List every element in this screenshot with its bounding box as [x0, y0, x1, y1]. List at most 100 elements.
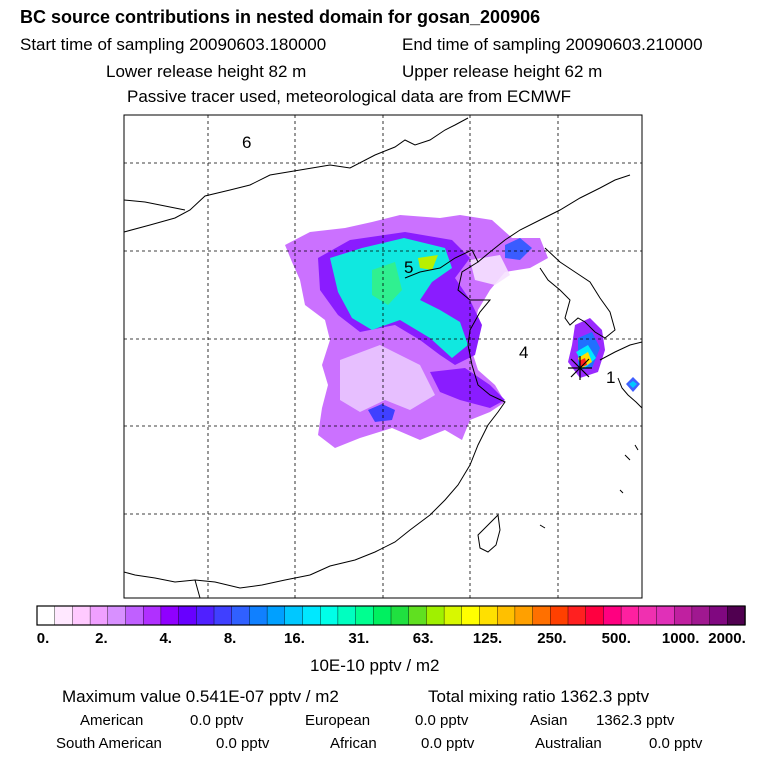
border-korea	[477, 174, 631, 263]
colorbar-tick-label: 4.	[159, 630, 172, 647]
region-value-european: 0.0 pptv	[415, 712, 469, 729]
colorbar-swatch	[585, 605, 605, 626]
colorbar-swatch	[603, 605, 622, 626]
colorbar-tick-label: 2000.	[708, 630, 746, 647]
region-value-african: 0.0 pptv	[421, 735, 475, 752]
end-time-label: End time of sampling 20090603.210000	[402, 35, 703, 54]
start-time-label: Start time of sampling 20090603.180000	[20, 35, 327, 54]
coast-bohai	[404, 249, 492, 346]
region-value-asian: 1362.3 pptv	[596, 712, 675, 729]
colorbar-swatch	[620, 605, 640, 626]
plume-violet-south	[430, 368, 505, 408]
coast-taiwan	[477, 513, 501, 553]
region-value-australian: 0.0 pptv	[649, 735, 703, 752]
border-north	[123, 117, 469, 233]
plume-yellowgreen	[418, 255, 438, 270]
coast-japan	[599, 341, 643, 361]
receptor-star-icon	[568, 356, 592, 380]
colorbar	[36, 605, 746, 626]
colorbar-swatch	[266, 605, 286, 626]
coast-islands	[539, 444, 639, 529]
colorbar-outline	[36, 605, 746, 626]
plume-japan-blob-inner	[629, 381, 637, 388]
colorbar-swatch	[302, 605, 321, 626]
colorbar-tick-label: 8.	[223, 630, 237, 647]
colorbar-swatch	[142, 605, 162, 626]
colorbar-tick-label: 250.	[537, 630, 567, 647]
colorbar-swatch	[337, 605, 357, 626]
colorbar-swatch	[709, 605, 728, 626]
total-mixing-ratio-label: Total mixing ratio 1362.3 pptv	[428, 687, 650, 706]
region-name-asian: Asian	[530, 712, 568, 729]
colorbar-swatch	[479, 605, 498, 626]
colorbar-tick-label: 0.	[36, 630, 50, 647]
chart-title: BC source contributions in nested domain…	[20, 7, 541, 27]
region-value-american: 0.0 pptv	[190, 712, 244, 729]
plume-light	[340, 345, 435, 412]
colorbar-swatch	[284, 605, 304, 626]
region-label-5: 5	[404, 258, 413, 277]
grid-lines	[124, 115, 642, 598]
region-label-1: 1	[606, 368, 615, 387]
colorbar-swatch	[213, 605, 233, 626]
colorbar-swatch	[674, 605, 693, 626]
border-west	[123, 199, 186, 211]
region-label-4: 4	[519, 343, 528, 362]
colorbar-swatch	[36, 605, 56, 626]
colorbar-swatch	[691, 605, 711, 626]
colorbar-swatch	[443, 605, 463, 626]
region-name-european: European	[305, 712, 371, 729]
colorbar-swatch	[514, 605, 534, 626]
colorbar-swatch	[727, 605, 746, 626]
colorbar-swatch	[178, 605, 198, 626]
colorbar-swatch	[567, 605, 587, 626]
colorbar-swatch	[89, 605, 109, 626]
colorbar-swatch	[461, 605, 481, 626]
colorbar-tick-label: 1000.	[661, 630, 700, 647]
colorbar-unit: 10E-10 pptv / m2	[310, 656, 440, 675]
colorbar-swatch	[125, 605, 144, 626]
region-label-6: 6	[242, 133, 251, 152]
upper-release-label: Upper release height 62 m	[402, 62, 603, 81]
region-name-australian: Australian	[535, 735, 602, 752]
colorbar-swatch	[196, 605, 215, 626]
colorbar-swatch	[550, 605, 569, 626]
colorbar-swatch	[160, 605, 180, 626]
tracer-note: Passive tracer used, meteorological data…	[127, 87, 572, 106]
colorbar-swatch	[320, 605, 339, 626]
plume-green	[372, 262, 402, 305]
plume-korea	[505, 238, 532, 260]
colorbar-swatch	[231, 605, 251, 626]
coast-korea	[539, 247, 616, 339]
colorbar-tick-label: 31.	[348, 630, 370, 647]
colorbar-swatch	[408, 605, 428, 626]
plume-light-2	[470, 255, 510, 285]
region-value-south-american: 0.0 pptv	[216, 735, 270, 752]
plume-receptor-red	[579, 358, 587, 367]
region-name-south-american: South American	[56, 735, 162, 752]
colorbar-swatch	[390, 605, 410, 626]
colorbar-swatch	[72, 605, 91, 626]
lower-release-label: Lower release height 82 m	[106, 62, 307, 81]
colorbar-swatch	[532, 605, 551, 626]
plume-cyan	[330, 238, 468, 358]
colorbar-swatch	[638, 605, 658, 626]
coast-south	[123, 571, 311, 589]
colorbar-swatch	[249, 605, 268, 626]
colorbar-tick-label: 16.	[284, 630, 305, 647]
max-value-label: Maximum value 0.541E-07 pptv / m2	[62, 687, 339, 706]
colorbar-swatch	[426, 605, 445, 626]
border-south	[194, 579, 201, 599]
colorbar-swatch	[355, 605, 375, 626]
colorbar-swatch	[107, 605, 127, 626]
colorbar-swatch	[497, 605, 516, 626]
region-name-african: African	[330, 735, 377, 752]
region-name-american: American	[80, 712, 144, 729]
colorbar-tick-label: 125.	[472, 630, 503, 647]
colorbar-swatch	[373, 605, 392, 626]
colorbar-tick-label: 2.	[95, 630, 108, 647]
coast-east	[309, 344, 506, 576]
coast-japan-south	[617, 377, 643, 409]
colorbar-swatch	[54, 605, 74, 626]
